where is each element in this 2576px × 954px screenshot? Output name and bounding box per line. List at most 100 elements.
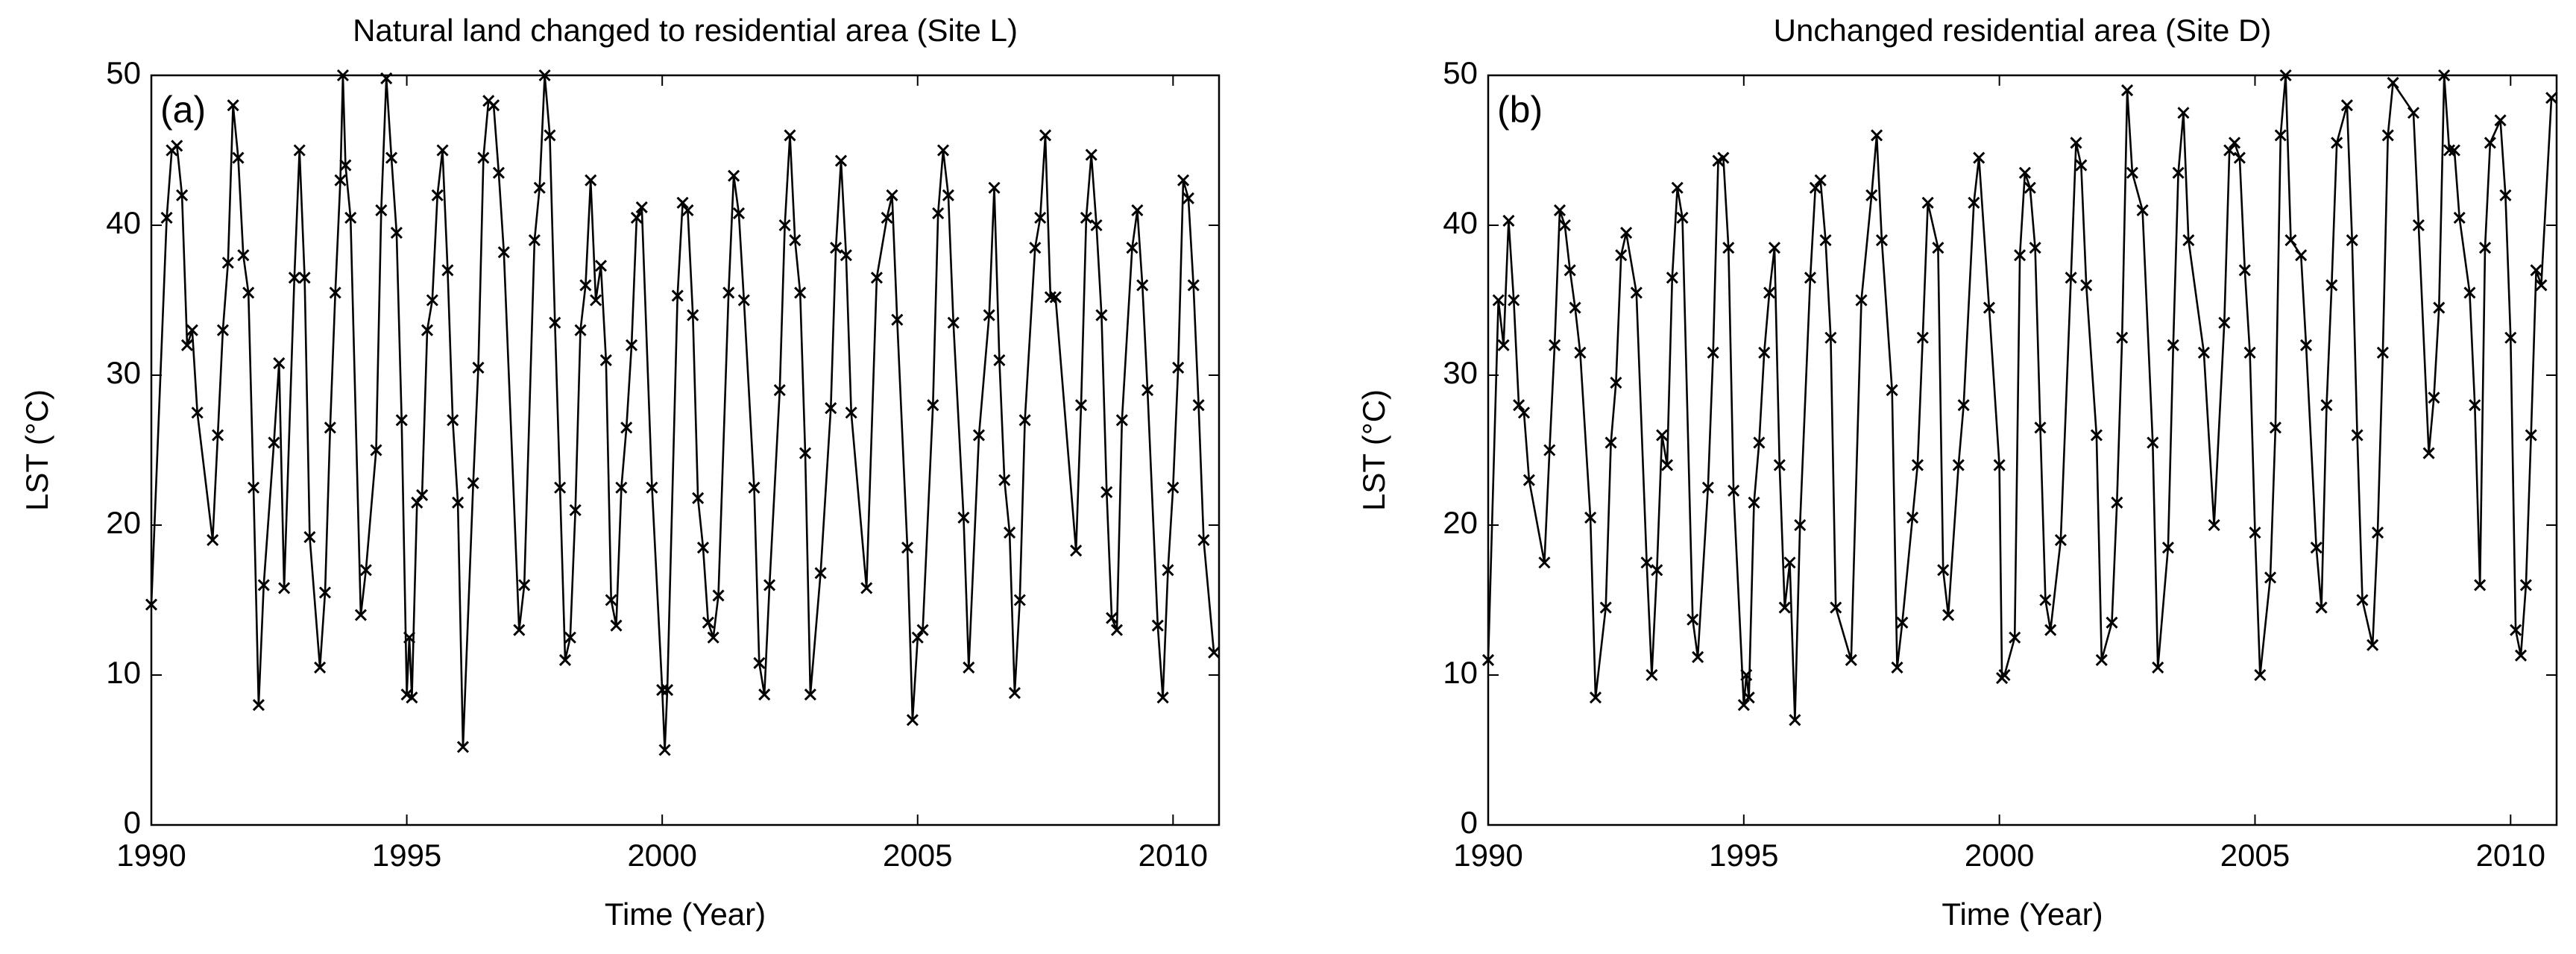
data-point bbox=[554, 481, 567, 494]
data-point bbox=[789, 234, 802, 247]
data-point bbox=[2254, 668, 2267, 682]
data-point bbox=[2264, 571, 2277, 584]
data-point bbox=[1768, 242, 1781, 254]
data-point bbox=[1701, 481, 1714, 494]
data-point bbox=[2039, 594, 2052, 606]
data-point bbox=[2161, 542, 2174, 554]
data-point bbox=[212, 429, 224, 442]
data-point bbox=[2387, 76, 2399, 90]
data-point bbox=[1968, 196, 1980, 209]
data-point bbox=[385, 151, 398, 164]
panel: Natural land changed to residential area… bbox=[19, 13, 1221, 932]
data-point bbox=[1151, 619, 1164, 632]
data-point bbox=[963, 661, 975, 674]
data-point bbox=[456, 741, 470, 753]
data-point bbox=[2433, 301, 2446, 314]
data-point bbox=[1896, 616, 1909, 629]
data-point bbox=[293, 144, 306, 157]
data-point bbox=[1630, 286, 1643, 299]
x-tick-label: 2010 bbox=[1139, 838, 1208, 873]
data-point bbox=[2269, 421, 2281, 434]
data-point bbox=[2346, 234, 2358, 247]
data-point bbox=[2299, 339, 2313, 351]
data-point bbox=[1543, 444, 1556, 456]
data-point bbox=[1100, 486, 1113, 498]
data-point bbox=[891, 313, 904, 326]
data-point bbox=[1610, 376, 1622, 389]
data-point bbox=[2182, 234, 2195, 247]
data-point bbox=[1748, 496, 1760, 509]
y-tick-label: 20 bbox=[1443, 505, 1478, 540]
data-point bbox=[579, 279, 592, 292]
data-point bbox=[1110, 624, 1124, 636]
data-point bbox=[492, 166, 505, 179]
data-point bbox=[1004, 526, 1016, 539]
data-point bbox=[1574, 346, 1587, 359]
data-point bbox=[2034, 421, 2047, 434]
data-point bbox=[1778, 601, 1791, 614]
data-point bbox=[232, 151, 245, 164]
data-point bbox=[957, 511, 970, 524]
data-point bbox=[1921, 196, 1934, 209]
data-point bbox=[1131, 204, 1144, 216]
data-point bbox=[1106, 612, 1118, 624]
data-point bbox=[1814, 174, 1827, 186]
data-point bbox=[1192, 399, 1205, 412]
data-point bbox=[472, 361, 485, 374]
y-axis-label: LST (°C) bbox=[19, 389, 54, 511]
data-point bbox=[1517, 407, 1531, 419]
x-axis-label: Time (Year) bbox=[1942, 897, 2103, 932]
data-point bbox=[932, 207, 945, 219]
data-point bbox=[1783, 556, 1796, 569]
data-point bbox=[2315, 601, 2328, 614]
data-point bbox=[406, 691, 418, 704]
data-point bbox=[927, 399, 939, 412]
data-point bbox=[242, 286, 255, 299]
data-point bbox=[2075, 159, 2088, 172]
data-point bbox=[1569, 301, 1581, 314]
data-point bbox=[1162, 564, 1174, 577]
data-point bbox=[610, 619, 623, 632]
data-point bbox=[681, 204, 694, 216]
data-point bbox=[390, 226, 403, 239]
data-point bbox=[728, 169, 740, 182]
data-point bbox=[1513, 399, 1525, 412]
y-tick-label: 20 bbox=[106, 505, 141, 540]
data-point bbox=[467, 477, 479, 489]
data-point bbox=[2284, 234, 2297, 247]
data-point bbox=[753, 656, 766, 669]
data-point bbox=[998, 474, 1011, 486]
data-point bbox=[594, 260, 608, 272]
data-point bbox=[696, 542, 710, 554]
data-point bbox=[1656, 429, 1669, 442]
y-tick-label: 0 bbox=[1461, 805, 1478, 840]
data-point bbox=[1804, 272, 1817, 284]
data-point bbox=[1090, 219, 1103, 232]
data-point bbox=[773, 384, 786, 397]
data-point bbox=[2029, 242, 2041, 254]
data-point bbox=[441, 264, 454, 277]
data-point bbox=[1687, 613, 1699, 626]
data-point bbox=[1830, 601, 1842, 614]
data-point bbox=[1646, 668, 1658, 682]
data-point bbox=[2014, 249, 2027, 262]
data-point bbox=[2172, 166, 2185, 179]
data-point bbox=[830, 242, 843, 254]
x-tick-label: 1995 bbox=[372, 838, 441, 873]
data-point bbox=[1742, 691, 1755, 704]
data-point bbox=[605, 594, 617, 606]
data-point bbox=[257, 579, 270, 591]
data-point bbox=[2274, 129, 2287, 142]
data-point bbox=[288, 272, 300, 284]
data-point bbox=[2095, 653, 2108, 666]
data-point bbox=[375, 204, 388, 216]
data-point bbox=[911, 631, 924, 644]
data-point bbox=[1044, 291, 1056, 304]
data-point bbox=[2080, 279, 2093, 292]
data-point bbox=[191, 407, 204, 419]
data-point bbox=[646, 481, 658, 494]
data-point bbox=[2371, 526, 2384, 539]
data-point bbox=[860, 582, 873, 594]
data-point bbox=[763, 579, 776, 591]
data-point bbox=[2428, 392, 2440, 404]
